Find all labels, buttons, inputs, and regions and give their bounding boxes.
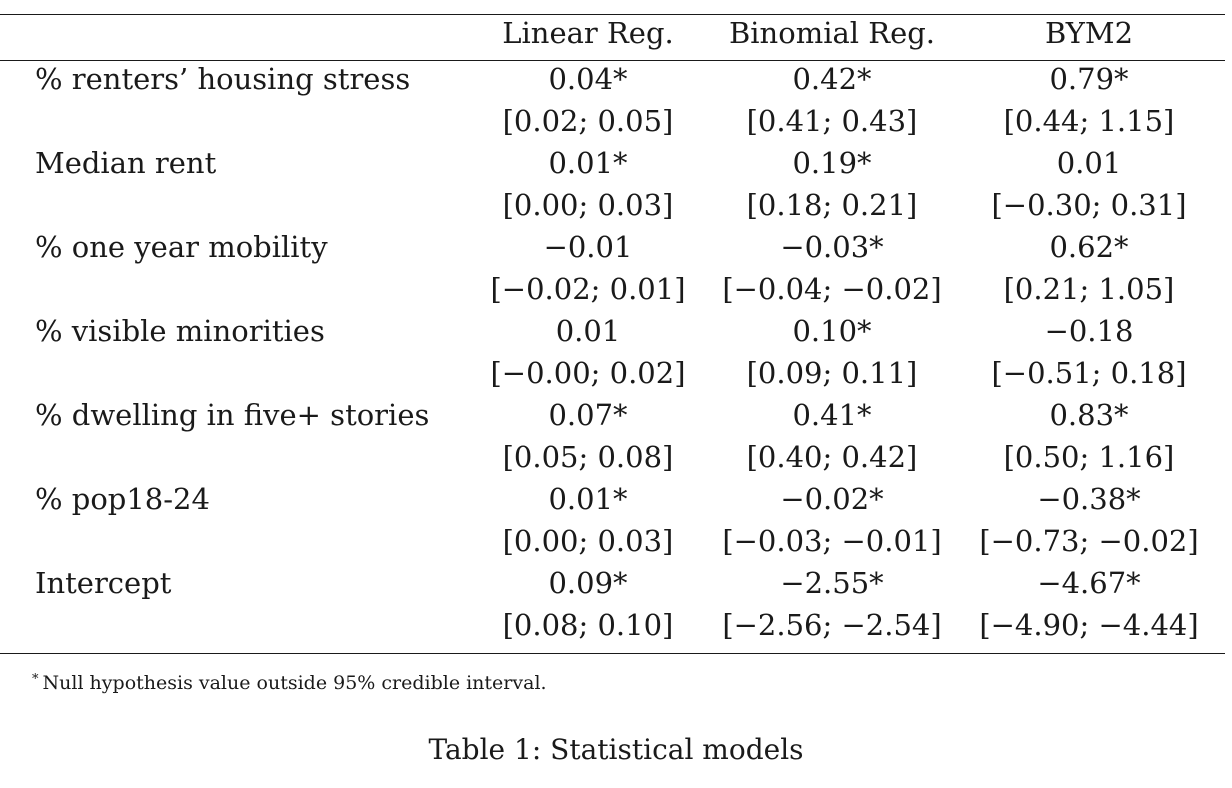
bym2-interval: [−0.73; −0.02] [979, 524, 1199, 558]
bym2-estimate: 0.83* [1049, 398, 1129, 432]
linear-reg-estimate: 0.01* [548, 146, 628, 180]
bym2-interval: [0.44; 1.15] [1003, 104, 1175, 138]
linear-reg-estimate: 0.04* [548, 62, 628, 96]
binomial-reg-estimate: 0.19* [792, 146, 872, 180]
header-cell-bym2: BYM2 [1044, 16, 1134, 50]
binomial-reg-estimate: 0.10* [792, 314, 872, 348]
binomial-reg-interval: [−0.03; −0.01] [722, 524, 942, 558]
bym2-interval: [−0.30; 0.31] [991, 188, 1187, 222]
binomial-reg-estimate: 0.42* [792, 62, 872, 96]
linear-reg-interval: [0.00; 0.03] [502, 188, 674, 222]
bym2-estimate: −0.18 [1044, 314, 1134, 348]
binomial-reg-estimate: −0.02* [780, 482, 884, 516]
bym2-estimate: 0.62* [1049, 230, 1129, 264]
linear-reg-estimate: 0.01* [548, 482, 628, 516]
row-label: Median rent [35, 146, 217, 180]
binomial-reg-estimate: −2.55* [780, 566, 884, 600]
bym2-estimate: −0.38* [1037, 482, 1141, 516]
table-header-rule [0, 60, 1225, 61]
linear-reg-interval: [0.02; 0.05] [502, 104, 674, 138]
header-cell-binomial-reg: Binomial Reg. [728, 16, 936, 50]
table-row: % renters’ housing stress 0.04* 0.42* 0.… [0, 58, 1225, 100]
table-row: % dwelling in five+ stories 0.07* 0.41* … [0, 394, 1225, 436]
row-label: % pop18-24 [35, 482, 210, 516]
linear-reg-interval: [0.00; 0.03] [502, 524, 674, 558]
bym2-interval: [−4.90; −4.44] [979, 608, 1199, 642]
bym2-interval: [0.50; 1.16] [1003, 440, 1175, 474]
table-row: [0.00; 0.03] [−0.03; −0.01] [−0.73; −0.0… [0, 520, 1225, 562]
linear-reg-interval: [−0.00; 0.02] [490, 356, 686, 390]
linear-reg-interval: [0.05; 0.08] [502, 440, 674, 474]
binomial-reg-interval: [−0.04; −0.02] [722, 272, 942, 306]
binomial-reg-interval: [0.40; 0.42] [746, 440, 918, 474]
table-row: % one year mobility −0.01 −0.03* 0.62* [0, 226, 1225, 268]
table-caption: Table 1: Statistical models [428, 733, 804, 766]
bym2-estimate: −4.67* [1037, 566, 1141, 600]
binomial-reg-interval: [0.41; 0.43] [746, 104, 918, 138]
table-row: [0.00; 0.03] [0.18; 0.21] [−0.30; 0.31] [0, 184, 1225, 226]
table-row: [0.08; 0.10] [−2.56; −2.54] [−4.90; −4.4… [0, 604, 1225, 646]
table-row: [−0.00; 0.02] [0.09; 0.11] [−0.51; 0.18] [0, 352, 1225, 394]
binomial-reg-estimate: −0.03* [780, 230, 884, 264]
bym2-interval: [0.21; 1.05] [1003, 272, 1175, 306]
table-row: [0.05; 0.08] [0.40; 0.42] [0.50; 1.16] [0, 436, 1225, 478]
bym2-estimate: 0.79* [1049, 62, 1129, 96]
bym2-interval: [−0.51; 0.18] [991, 356, 1187, 390]
binomial-reg-interval: [0.18; 0.21] [746, 188, 918, 222]
linear-reg-estimate: −0.01 [543, 230, 633, 264]
binomial-reg-interval: [0.09; 0.11] [746, 356, 918, 390]
table-row: Median rent 0.01* 0.19* 0.01 [0, 142, 1225, 184]
linear-reg-interval: [−0.02; 0.01] [490, 272, 686, 306]
table-row: Intercept 0.09* −2.55* −4.67* [0, 562, 1225, 604]
linear-reg-estimate: 0.09* [548, 566, 628, 600]
row-label: Intercept [35, 566, 172, 600]
row-label: % one year mobility [35, 230, 328, 264]
row-label: % renters’ housing stress [35, 62, 411, 96]
linear-reg-estimate: 0.01 [555, 314, 621, 348]
footnote-text: Null hypothesis value outside 95% credib… [42, 672, 547, 694]
table-row: % pop18-24 0.01* −0.02* −0.38* [0, 478, 1225, 520]
row-label: % visible minorities [35, 314, 325, 348]
row-label: % dwelling in five+ stories [35, 398, 430, 432]
linear-reg-estimate: 0.07* [548, 398, 628, 432]
linear-reg-interval: [0.08; 0.10] [502, 608, 674, 642]
binomial-reg-estimate: 0.41* [792, 398, 872, 432]
table-top-rule [0, 14, 1225, 15]
table-row: % visible minorities 0.01 0.10* −0.18 [0, 310, 1225, 352]
table-row: [−0.02; 0.01] [−0.04; −0.02] [0.21; 1.05… [0, 268, 1225, 310]
table-footnote: * Null hypothesis value outside 95% credi… [32, 667, 547, 696]
table-bottom-rule [0, 653, 1225, 654]
footnote-marker: * [32, 672, 39, 687]
table-header-row: Linear Reg. Binomial Reg. BYM2 [0, 12, 1225, 54]
binomial-reg-interval: [−2.56; −2.54] [722, 608, 942, 642]
table-row: [0.02; 0.05] [0.41; 0.43] [0.44; 1.15] [0, 100, 1225, 142]
header-cell-linear-reg: Linear Reg. [502, 16, 674, 50]
bym2-estimate: 0.01 [1056, 146, 1122, 180]
